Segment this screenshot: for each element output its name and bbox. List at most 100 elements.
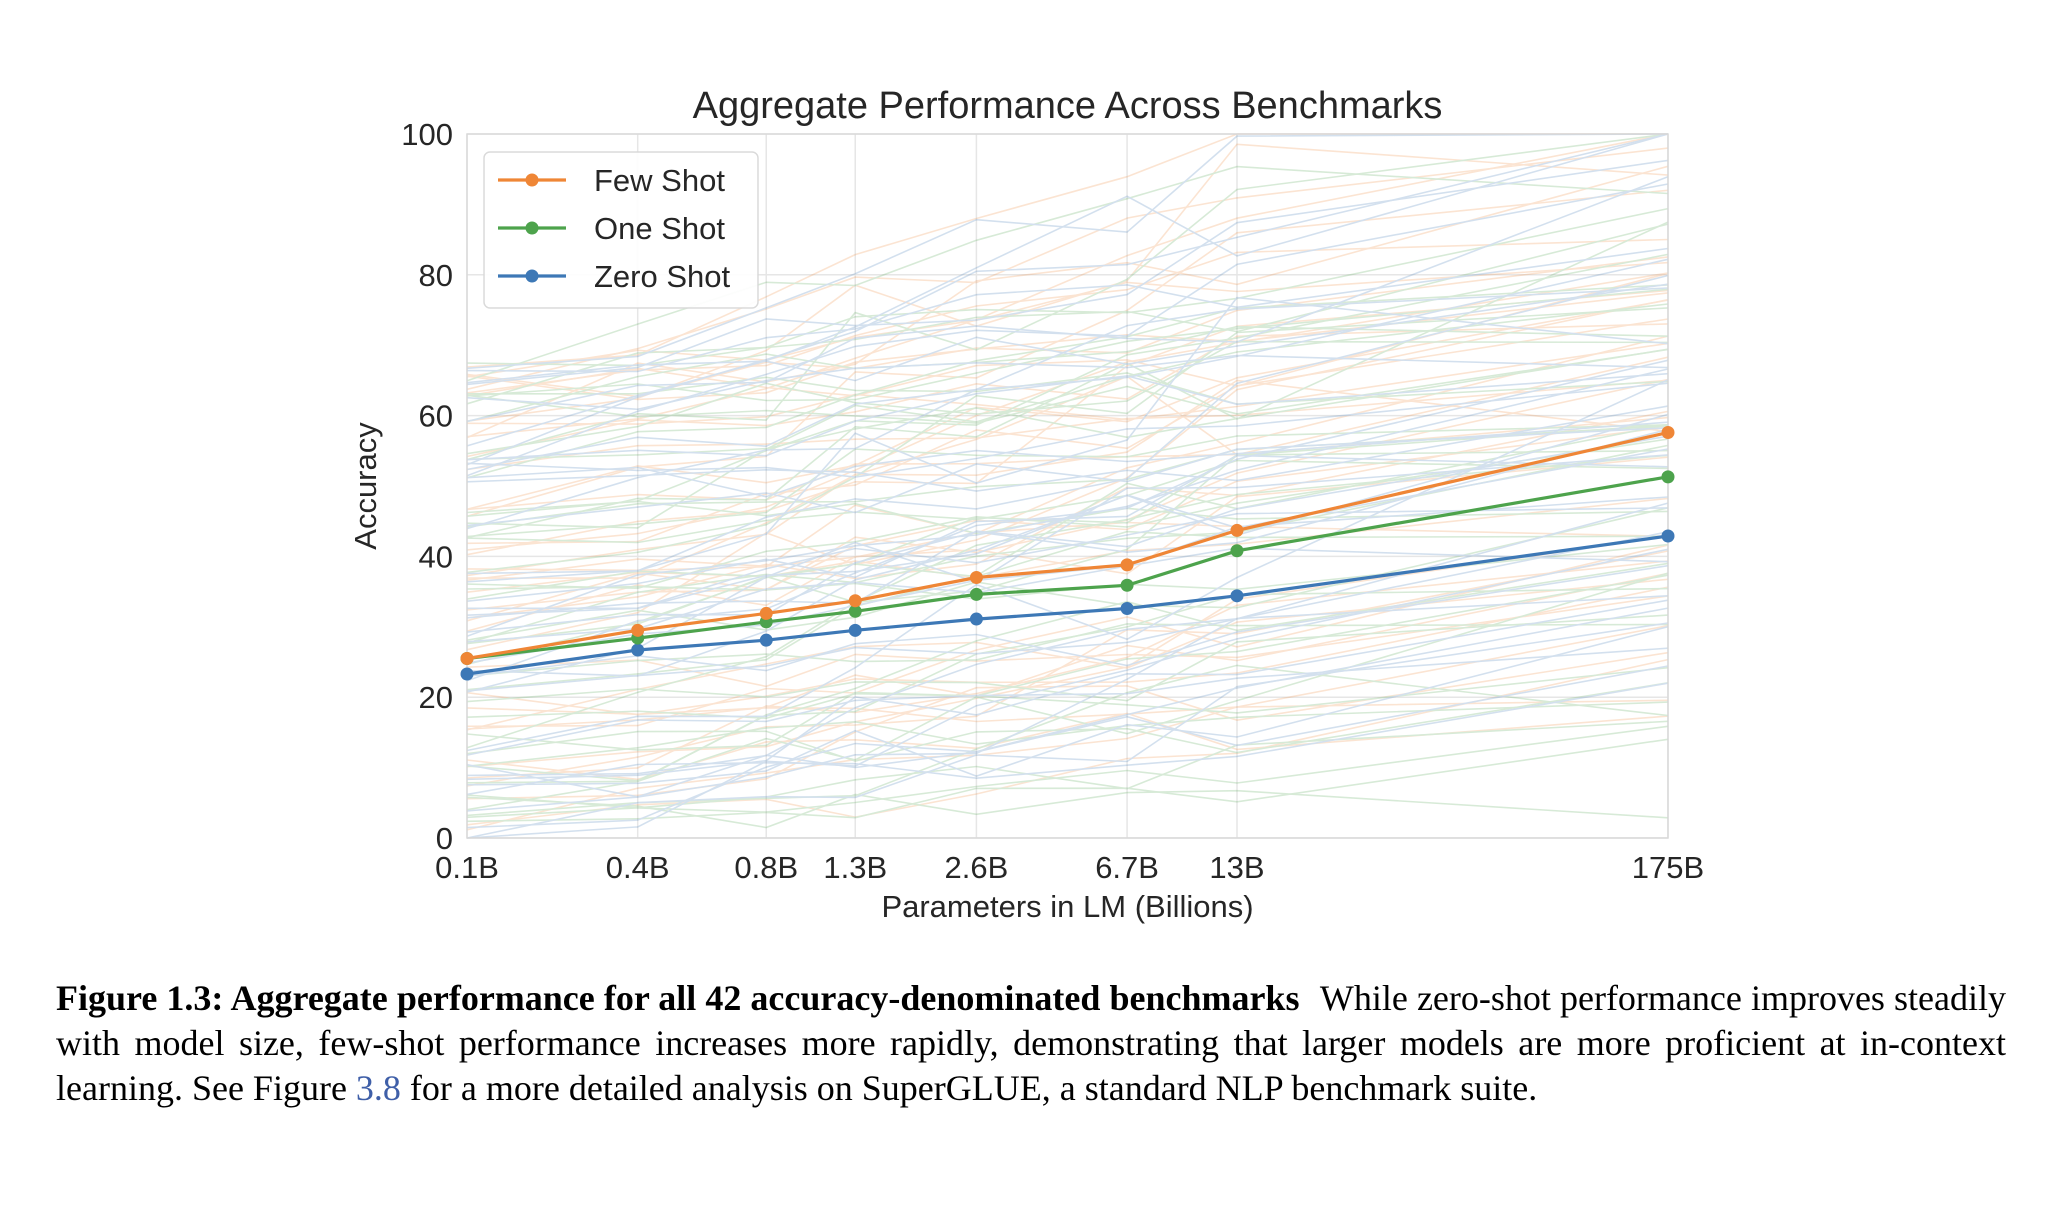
benchmark-curve — [466, 379, 1669, 471]
benchmark-curve — [466, 428, 1669, 633]
zero-shot-point — [631, 643, 645, 657]
benchmark-curve — [466, 497, 1669, 593]
benchmark-curve — [466, 303, 1669, 529]
benchmark-curve — [466, 651, 1669, 800]
aggregate-performance-chart: 0 20 40 60 80 100 0.1B 0.4B 0.8B 1.3B 2.6B 6.7B 13B 1… — [348, 85, 1704, 924]
benchmark-curve — [466, 595, 1669, 812]
benchmark-curve — [466, 283, 1669, 384]
benchmark-curve — [466, 682, 1669, 796]
zero-shot-point — [759, 633, 773, 647]
benchmark-curve — [466, 372, 1669, 461]
plot-frame — [466, 133, 1669, 839]
benchmark-curve — [466, 535, 1669, 768]
benchmark-curve — [466, 405, 1669, 492]
benchmark-curve — [466, 426, 1669, 622]
benchmark-curve — [467, 448, 1669, 610]
benchmark-curve — [466, 421, 1669, 498]
benchmark-curve — [466, 738, 1669, 823]
benchmark-curve — [466, 449, 1669, 666]
benchmark-curve — [466, 410, 1669, 619]
benchmark-curve — [466, 647, 1669, 756]
benchmark-curves — [466, 133, 1669, 839]
x-tick-label: 0.1B — [435, 850, 499, 885]
benchmark-curve — [466, 340, 1669, 455]
benchmark-curve — [466, 133, 1669, 370]
benchmark-curve — [466, 587, 1669, 782]
benchmark-curve — [466, 247, 1669, 373]
legend-label-one-shot: One Shot — [594, 211, 725, 246]
x-tick-label: 2.6B — [945, 850, 1009, 885]
zero-shot-point — [848, 623, 862, 637]
benchmark-curve — [466, 356, 1669, 511]
benchmark-curve — [466, 284, 1669, 479]
figure-link[interactable]: 3.8 — [355, 1068, 401, 1108]
benchmark-curve — [466, 238, 1669, 394]
benchmark-curve — [466, 543, 1669, 600]
benchmark-curve — [466, 658, 1669, 826]
benchmark-curve — [466, 253, 1669, 517]
benchmark-curve — [466, 595, 1669, 688]
benchmark-curve — [466, 175, 1669, 423]
benchmark-curve — [466, 531, 1669, 692]
one-shot-series — [460, 470, 1675, 665]
y-tick-label: 40 — [419, 539, 453, 574]
benchmark-curve — [466, 712, 1669, 781]
benchmark-curve — [466, 454, 1669, 602]
figure-caption: Figure 1.3: Aggregate performance for al… — [56, 976, 2006, 1111]
one-shot-line — [466, 475, 1669, 661]
benchmark-curve — [466, 438, 1669, 590]
benchmark-curve — [466, 133, 1669, 438]
benchmark-curve — [466, 133, 1669, 447]
zero-shot-point — [969, 612, 983, 626]
benchmark-curve — [466, 189, 1669, 518]
few-shot-point — [1661, 425, 1675, 439]
chart-title: Aggregate Performance Across Benchmarks — [693, 85, 1443, 127]
benchmark-curve — [466, 435, 1669, 619]
zero-shot-point — [1230, 589, 1244, 603]
benchmark-curve — [466, 560, 1669, 779]
benchmark-curve — [466, 500, 1669, 535]
benchmark-curve — [466, 622, 1669, 839]
x-axis-label: Parameters in LM (Billions) — [881, 889, 1253, 924]
benchmark-curve — [466, 382, 1669, 478]
benchmark-curve — [466, 133, 1668, 368]
benchmark-curve — [466, 623, 1669, 677]
one-shot-point — [848, 604, 862, 618]
benchmark-curve — [466, 544, 1669, 728]
benchmark-curve — [466, 454, 1669, 645]
benchmark-curve — [466, 789, 1669, 829]
benchmark-curve — [466, 298, 1669, 651]
benchmark-curve — [466, 258, 1669, 471]
caption-title: Figure 1.3: Aggregate performance for al… — [56, 978, 1300, 1018]
benchmark-curve — [466, 564, 1669, 678]
benchmark-curve — [466, 223, 1669, 405]
one-shot-point — [1120, 578, 1134, 592]
benchmark-curve — [466, 607, 1669, 829]
legend-box — [483, 151, 759, 309]
benchmark-curve — [466, 318, 1669, 397]
x-tick-label: 6.7B — [1095, 850, 1159, 885]
benchmark-curve — [466, 292, 1669, 401]
caption-text-after-link: for a more detailed analysis on SuperGLU… — [400, 1068, 1538, 1108]
benchmark-curve — [466, 507, 1669, 616]
benchmark-curve — [466, 348, 1669, 461]
benchmark-curve — [466, 378, 1669, 611]
benchmark-curve — [466, 578, 1669, 731]
benchmark-curve — [466, 165, 1669, 439]
benchmark-curve — [466, 274, 1669, 575]
benchmark-curve — [466, 368, 1669, 637]
y-tick-label: 80 — [419, 258, 453, 293]
benchmark-curve — [466, 272, 1669, 551]
benchmark-curve — [466, 624, 1669, 831]
y-axis-label: Accuracy — [348, 422, 383, 550]
benchmark-curve — [466, 147, 1669, 391]
benchmark-curve — [466, 699, 1669, 723]
benchmark-curve — [466, 459, 1669, 544]
x-tick-label: 13B — [1209, 850, 1264, 885]
benchmark-curve — [466, 521, 1669, 581]
benchmark-curve — [466, 165, 1669, 382]
few-shot-point — [759, 606, 773, 620]
benchmark-curve — [466, 550, 1669, 787]
legend-marker-zero-shot — [525, 269, 539, 283]
y-tick-label: 20 — [419, 680, 453, 715]
